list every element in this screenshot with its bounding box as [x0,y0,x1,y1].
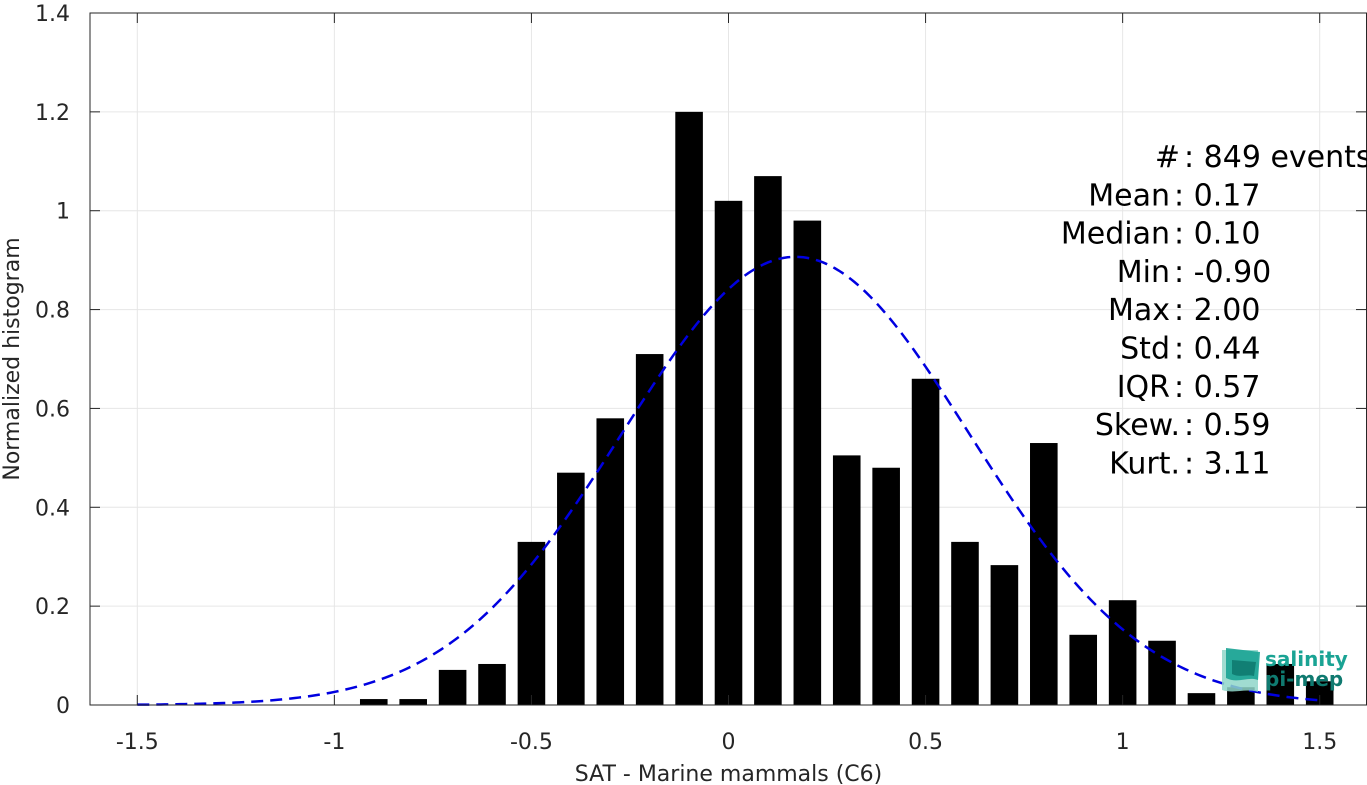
y-axis-label: Normalized histogram [0,237,25,480]
histogram-bar [1227,687,1255,705]
histogram-bar [911,378,940,705]
histogram-bar [675,111,703,706]
x-tick-label: 0 [722,730,736,755]
salinity-pi-mep-logo: salinity pi-mep [1222,647,1348,692]
x-tick-label: 1.5 [1302,730,1337,755]
y-tick-label: 0 [56,694,70,719]
histogram-bar [872,467,900,705]
stat-label: # [1155,140,1180,175]
histogram-bar [1187,693,1216,705]
axis-ticks [90,12,1366,706]
histogram-bar [793,220,822,705]
histogram-bar [399,699,427,705]
x-tick-labels: -1.5 -1 -0.5 0 0.5 1 1.5 [116,730,1337,755]
stat-value: : 3.11 [1184,446,1270,481]
y-tick-label: 1.2 [35,101,70,126]
stat-value: : 0.59 [1184,408,1270,443]
histogram-bar [517,541,546,705]
x-tick-label: 0.5 [908,730,943,755]
stat-value: : 0.57 [1174,370,1260,405]
stat-label: Mean [1088,178,1170,213]
stat-value: : 2.00 [1174,293,1260,328]
y-tick-label: 1.4 [35,2,70,27]
gaussian-fit-curve [137,255,1320,706]
logo-wave-icon [1222,648,1260,692]
histogram-bar [635,354,664,705]
stat-value: : 0.44 [1174,332,1260,367]
y-tick-label: 1 [56,200,70,225]
stat-label: Kurt. [1109,446,1180,481]
histogram-bars [359,111,1334,706]
logo-line1: salinity [1265,647,1348,671]
x-tick-label: -1.5 [116,730,159,755]
stat-value: : -0.90 [1174,255,1271,290]
stat-value: : 0.17 [1174,178,1260,213]
stat-value: : 0.10 [1174,217,1260,252]
y-tick-label: 0.2 [35,595,70,620]
stat-label: Skew. [1095,408,1180,443]
histogram-bar [596,418,625,705]
y-tick-label: 0.4 [35,496,70,521]
histogram-bar [951,541,979,705]
histogram-bar [1030,443,1058,705]
logo-wave-dark [1232,660,1256,676]
histogram-bar [1069,634,1098,705]
histogram-bar [714,200,743,706]
logo-line2: pi-mep [1265,667,1343,691]
x-tick-label: -1 [323,730,345,755]
histogram-bar [1108,600,1137,705]
stat-label: Min [1117,255,1170,290]
histogram-bar [478,663,506,705]
stat-label: IQR [1117,370,1170,405]
stat-label: Median [1061,217,1170,252]
x-axis-label: SAT - Marine mammals (C6) [575,762,883,785]
stat-label: Max [1108,293,1170,328]
y-tick-labels: 0 0.2 0.4 0.6 0.8 1 1.2 1.4 [35,2,70,719]
histogram-bar [754,176,782,706]
stat-label: Std [1120,332,1170,367]
histogram-bar [557,472,585,705]
histogram-bar [359,699,388,705]
x-tick-label: -0.5 [510,730,553,755]
y-tick-label: 0.8 [35,299,70,324]
histogram-bar [438,669,467,705]
histogram-bar [990,565,1019,705]
histogram-bar [832,455,861,705]
x-tick-label: 1 [1116,730,1130,755]
stat-value: : 849 events [1184,140,1367,175]
y-tick-label: 0.6 [35,397,70,422]
